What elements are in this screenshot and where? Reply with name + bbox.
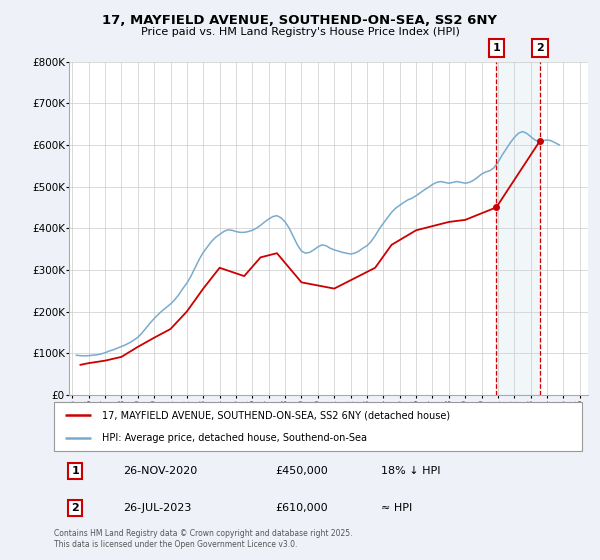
Text: 26-NOV-2020: 26-NOV-2020 xyxy=(122,466,197,476)
Text: 2: 2 xyxy=(71,503,79,513)
Text: 17, MAYFIELD AVENUE, SOUTHEND-ON-SEA, SS2 6NY (detached house): 17, MAYFIELD AVENUE, SOUTHEND-ON-SEA, SS… xyxy=(101,410,449,421)
Text: £450,000: £450,000 xyxy=(276,466,329,476)
Text: 18% ↓ HPI: 18% ↓ HPI xyxy=(382,466,441,476)
Text: £610,000: £610,000 xyxy=(276,503,328,513)
FancyBboxPatch shape xyxy=(54,402,582,451)
Text: 1: 1 xyxy=(493,43,500,53)
Text: Price paid vs. HM Land Registry's House Price Index (HPI): Price paid vs. HM Land Registry's House … xyxy=(140,27,460,37)
Text: 26-JUL-2023: 26-JUL-2023 xyxy=(122,503,191,513)
Text: HPI: Average price, detached house, Southend-on-Sea: HPI: Average price, detached house, Sout… xyxy=(101,433,367,444)
Text: Contains HM Land Registry data © Crown copyright and database right 2025.
This d: Contains HM Land Registry data © Crown c… xyxy=(54,529,353,549)
Text: 17, MAYFIELD AVENUE, SOUTHEND-ON-SEA, SS2 6NY: 17, MAYFIELD AVENUE, SOUTHEND-ON-SEA, SS… xyxy=(103,14,497,27)
Text: 1: 1 xyxy=(71,466,79,476)
Text: 2: 2 xyxy=(536,43,544,53)
Text: ≈ HPI: ≈ HPI xyxy=(382,503,413,513)
Bar xyxy=(496,62,540,395)
